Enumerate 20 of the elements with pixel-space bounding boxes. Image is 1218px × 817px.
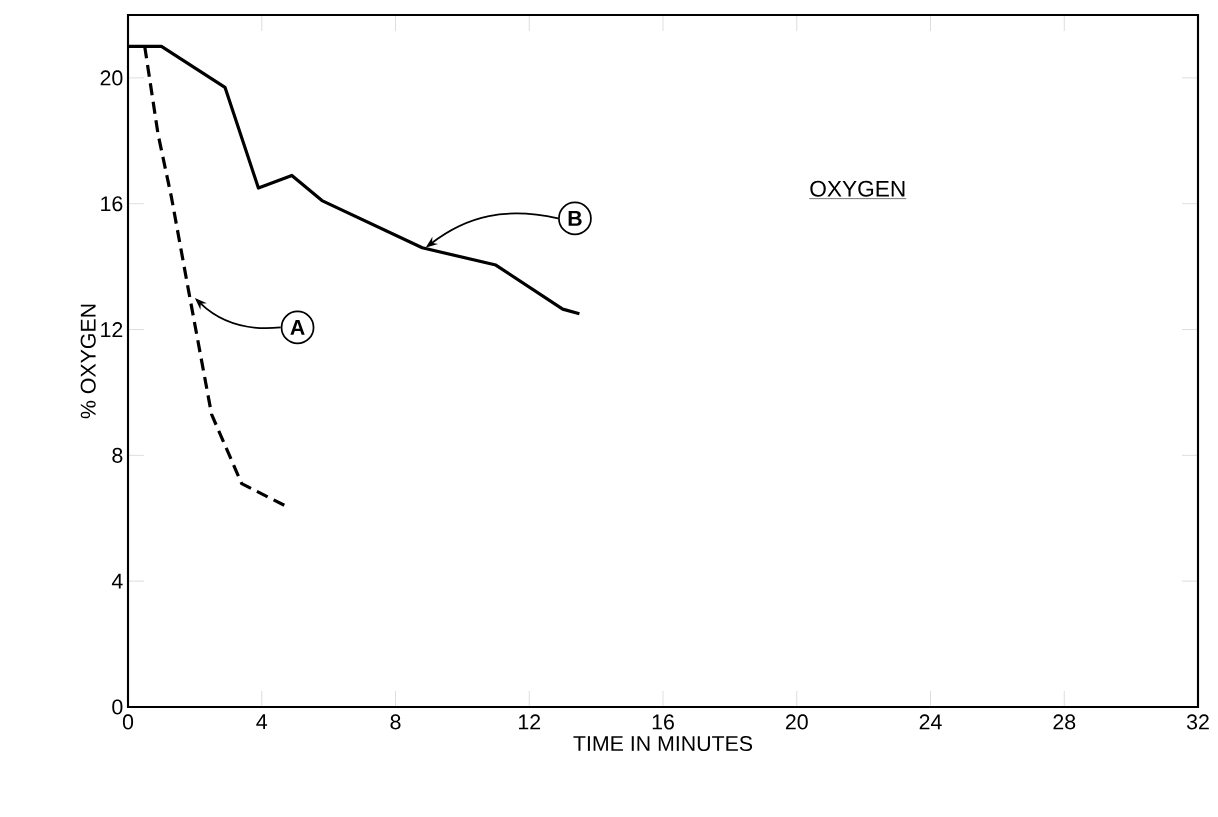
y-tick-label: 8	[112, 447, 123, 463]
annotation: A	[290, 320, 305, 335]
x-tick-label: 0	[122, 714, 134, 730]
y-tick-label: 16	[101, 196, 123, 212]
x-tick-label: 16	[652, 714, 674, 730]
y-tick-label: 0	[112, 699, 123, 715]
y-tick-label: 4	[111, 573, 123, 589]
x-tick-label: 20	[785, 714, 808, 730]
x-tick-label: 12	[519, 714, 541, 730]
y-tick-label: 20	[100, 70, 123, 86]
x-tick-label: 24	[919, 714, 942, 730]
x-tick-label: 32	[1186, 714, 1209, 730]
x-tick-label: 4	[256, 714, 268, 730]
x-tick-label: 8	[390, 714, 401, 730]
y-axis-title: % OXYGEN	[80, 304, 96, 419]
x-tick-label: 28	[1053, 714, 1076, 730]
annotation: B	[568, 211, 582, 226]
x-axis-title: TIME IN MINUTES	[573, 735, 753, 752]
y-tick-label: 12	[101, 322, 123, 337]
text: OXYGEN	[810, 180, 905, 197]
